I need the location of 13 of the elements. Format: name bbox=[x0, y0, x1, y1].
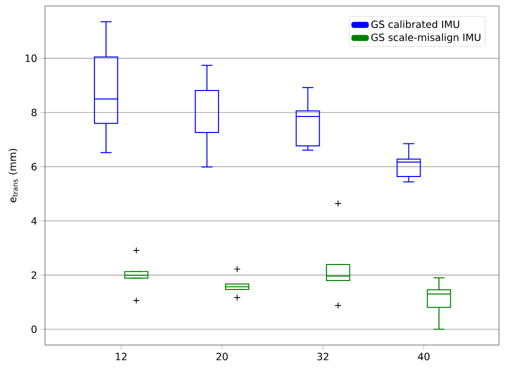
y-axis-title: e$_{trans}$ (mm) bbox=[8, 148, 18, 202]
y-tick-label: 10 bbox=[26, 54, 37, 62]
legend-label: GS scale-misalign IMU bbox=[371, 33, 480, 44]
y-tick-label: 6 bbox=[32, 162, 37, 170]
y-tick-label: 2 bbox=[32, 271, 36, 279]
legend-label: GS calibrated IMU bbox=[371, 20, 460, 28]
y-tick-label: 0 bbox=[32, 326, 37, 334]
x-tick-label: 12 bbox=[116, 352, 127, 360]
y-tick-label: 8 bbox=[32, 108, 37, 116]
y-tick-label: 4 bbox=[31, 217, 37, 225]
x-tick-label: 40 bbox=[418, 352, 430, 360]
x-tick-label: 20 bbox=[216, 352, 228, 360]
x-tick-label: 32 bbox=[317, 352, 328, 360]
